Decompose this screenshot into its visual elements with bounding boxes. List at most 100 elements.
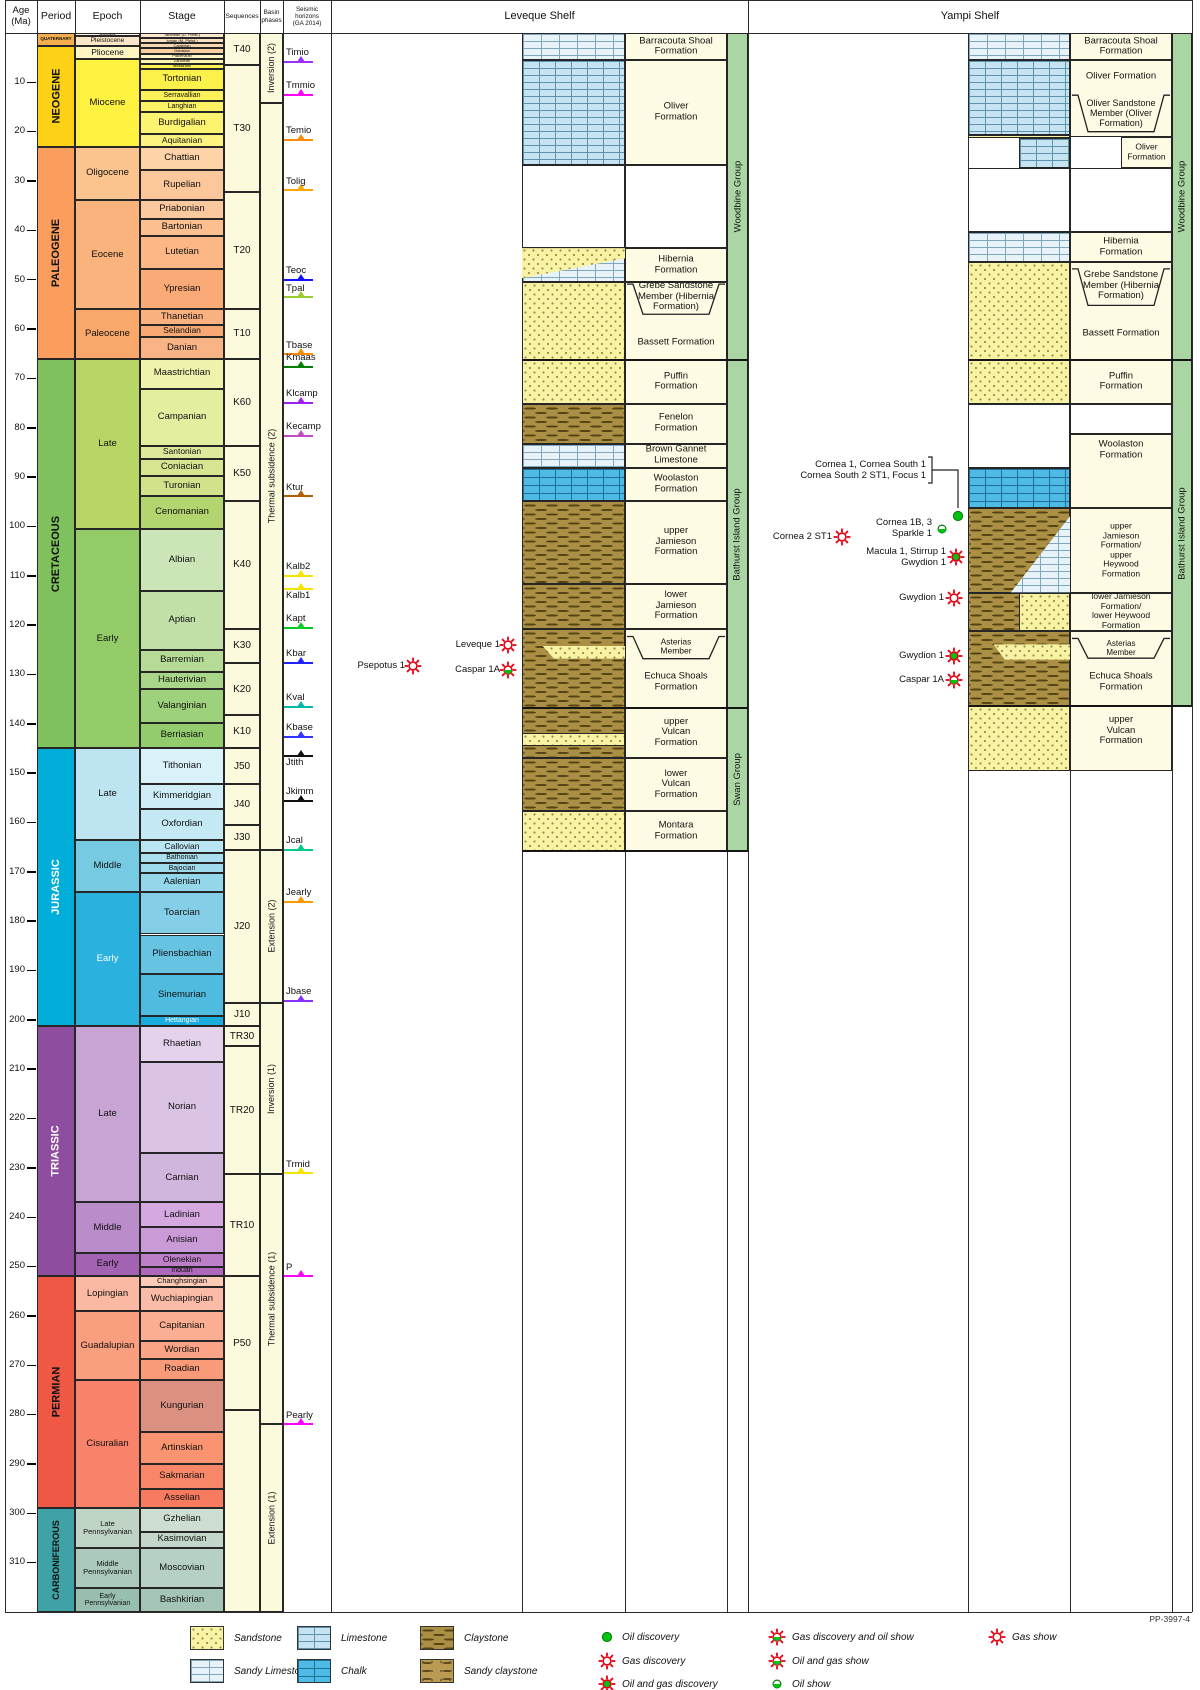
age-tick-mark	[27, 1413, 36, 1416]
litho-block-sandy_limestone	[968, 33, 1070, 61]
formation-label: upper Jamieson Formation/ upper Heywood …	[1100, 520, 1142, 579]
well-symbol-gas_discovery	[945, 589, 963, 607]
formation-label-cell	[625, 467, 727, 501]
age-tick-mark	[27, 377, 36, 380]
grid-line	[282, 0, 284, 1612]
stage-cell: Asselian	[140, 1488, 224, 1508]
formation-label: upper Jamieson Formation	[654, 525, 698, 558]
well-label: Psepotus 1	[357, 660, 405, 672]
legend-label: Oil and gas discovery	[622, 1678, 718, 1690]
grid-line	[4, 0, 6, 1612]
stage-cell: Tithonian	[140, 748, 224, 784]
stage-cell: Anisian	[140, 1227, 224, 1253]
formation-label: Bassett Formation	[1082, 327, 1160, 339]
header-sequences: Sequences	[225, 12, 259, 20]
horizon-label: Jbase	[286, 986, 312, 998]
age-tick-mark	[27, 1561, 36, 1564]
formation-label: Fenelon Formation	[654, 411, 698, 434]
well-symbol-gas_discovery	[833, 528, 851, 546]
stage-cell: Moscovian	[140, 1547, 224, 1589]
legend-label: Oil show	[792, 1678, 831, 1690]
epoch-cell: Holocene	[75, 33, 140, 37]
formation-label-cell	[1070, 433, 1172, 508]
age-tick-mark	[27, 1463, 36, 1465]
horizon-marker-line	[284, 1423, 313, 1426]
age-tick-mark	[27, 1019, 36, 1021]
well-symbol-oil_discovery	[949, 507, 967, 525]
sequence-cell: T40	[224, 33, 260, 66]
age-tick-mark	[27, 427, 36, 429]
sequence-cell: P50	[224, 1276, 260, 1410]
well-symbol-gas_show	[404, 657, 422, 675]
horizon-label: Jearly	[286, 887, 312, 899]
age-tick-label: 160	[9, 816, 25, 828]
age-tick-mark	[27, 624, 36, 626]
age-tick-mark	[27, 81, 36, 84]
legend-swatch-chalk	[297, 1659, 331, 1683]
legend-swatch-sandy_claystone	[420, 1659, 454, 1683]
horizon-marker-line	[284, 587, 313, 590]
litho-block-limestone	[522, 60, 625, 166]
horizon-label: Pearly	[286, 1409, 313, 1421]
litho-block-sandstone	[522, 811, 625, 852]
formation-label: lower Jamieson Formation	[654, 588, 698, 622]
horizon-marker-triangle	[297, 274, 305, 281]
period-cell: NEOGENE	[37, 45, 75, 147]
sequence-cell: K20	[224, 662, 260, 716]
horizon-marker-line	[284, 900, 313, 903]
horizon-marker-triangle	[297, 582, 305, 589]
horizon-marker-triangle	[297, 490, 305, 497]
basin-phase-cell: Thermal subsidence (2)	[260, 103, 283, 850]
legend-symbol-oil_gas_show	[768, 1652, 786, 1670]
stage-cell: Chattian	[140, 146, 224, 171]
stage-cell: Tortonian	[140, 69, 224, 91]
period-cell: JURASSIC	[37, 748, 75, 1027]
quaternary-stage-cell: Gelasian	[140, 48, 224, 54]
formation-label-cell	[1070, 706, 1172, 771]
horizon-marker-line	[284, 799, 313, 802]
age-tick-mark	[27, 130, 36, 133]
age-tick-mark	[27, 723, 36, 725]
horizon-marker-line	[284, 94, 313, 97]
well-symbol-gas_discovery	[499, 636, 517, 654]
horizon-marker-triangle	[297, 749, 305, 756]
legend-symbol-oil_discovery	[598, 1628, 616, 1646]
grid-line	[330, 0, 332, 1612]
epoch-cell: Late	[75, 748, 140, 840]
quaternary-stage-cell: Calabrian	[140, 43, 224, 49]
legend-label: Gas discovery	[622, 1655, 686, 1667]
group-bar-label: Woodbine Group	[732, 160, 743, 233]
epoch-cell: Late Pennsylvanian	[75, 1507, 140, 1548]
litho-block-sandy_limestone	[968, 232, 1070, 263]
stage-cell: Kimmeridgian	[140, 783, 224, 810]
horizon-label: Kmaas	[286, 351, 316, 363]
period-cell-label: CRETACEOUS	[50, 515, 63, 592]
formation-label: Asterias Member	[1106, 639, 1136, 658]
horizon-marker-line	[284, 848, 313, 851]
age-tick-mark	[27, 180, 36, 182]
formation-label: Grebe Sandstone Member (Hibernia Formati…	[1082, 269, 1160, 302]
age-tick-label: 90	[14, 471, 25, 482]
stage-cell: Thanetian	[140, 309, 224, 326]
litho-block-sandstone	[968, 360, 1070, 404]
legend-swatch-claystone	[420, 1626, 454, 1650]
stage-cell: Kungurian	[140, 1379, 224, 1432]
horizon-marker-line	[284, 626, 313, 629]
stage-cell: Bashkirian	[140, 1588, 224, 1612]
formation-label: Woolaston Formation	[653, 472, 699, 494]
age-tick-mark	[27, 229, 36, 232]
group-bar: Swan Group	[727, 708, 748, 852]
stage-cell: Ypresian	[140, 268, 224, 310]
horizon-marker-triangle	[297, 895, 305, 902]
header-period: Period	[40, 9, 72, 22]
litho-block-sandstone	[993, 644, 1070, 660]
formation-label-cell	[625, 583, 727, 629]
epoch-cell: Pliocene	[75, 45, 140, 60]
stage-cell: Sinemurian	[140, 974, 224, 1017]
well-symbol-oil_gas_discovery	[945, 647, 963, 665]
horizon-marker-line	[284, 279, 313, 282]
age-tick-label: 150	[9, 767, 25, 778]
age-tick-label: 80	[14, 421, 25, 433]
